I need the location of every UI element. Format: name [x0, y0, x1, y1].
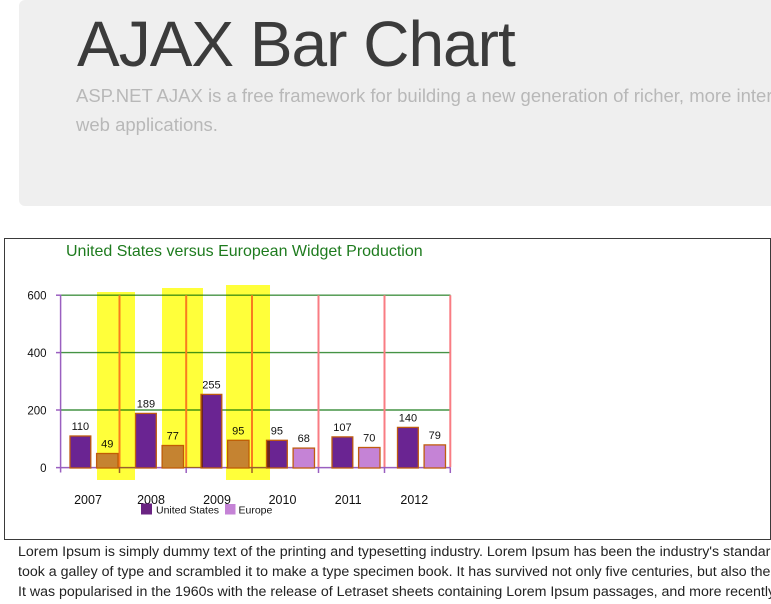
svg-text:200: 200: [27, 405, 46, 417]
svg-text:70: 70: [363, 433, 375, 445]
svg-text:2007: 2007: [74, 493, 102, 507]
svg-text:2011: 2011: [335, 493, 362, 507]
svg-text:140: 140: [399, 412, 417, 424]
svg-text:2009: 2009: [203, 493, 231, 507]
svg-text:255: 255: [202, 379, 220, 391]
svg-text:400: 400: [27, 348, 46, 360]
svg-text:79: 79: [429, 430, 441, 442]
svg-text:2010: 2010: [269, 493, 297, 507]
svg-text:68: 68: [298, 433, 310, 445]
svg-text:600: 600: [27, 291, 46, 303]
svg-text:0: 0: [40, 463, 46, 475]
svg-text:110: 110: [72, 421, 90, 433]
svg-text:2012: 2012: [400, 493, 428, 507]
svg-text:189: 189: [137, 398, 155, 410]
svg-text:95: 95: [271, 425, 283, 437]
svg-text:Europe: Europe: [239, 505, 273, 517]
svg-text:107: 107: [333, 422, 351, 434]
svg-text:United States: United States: [156, 505, 219, 517]
svg-text:United States versus European: United States versus European Widget Pro…: [66, 243, 423, 260]
